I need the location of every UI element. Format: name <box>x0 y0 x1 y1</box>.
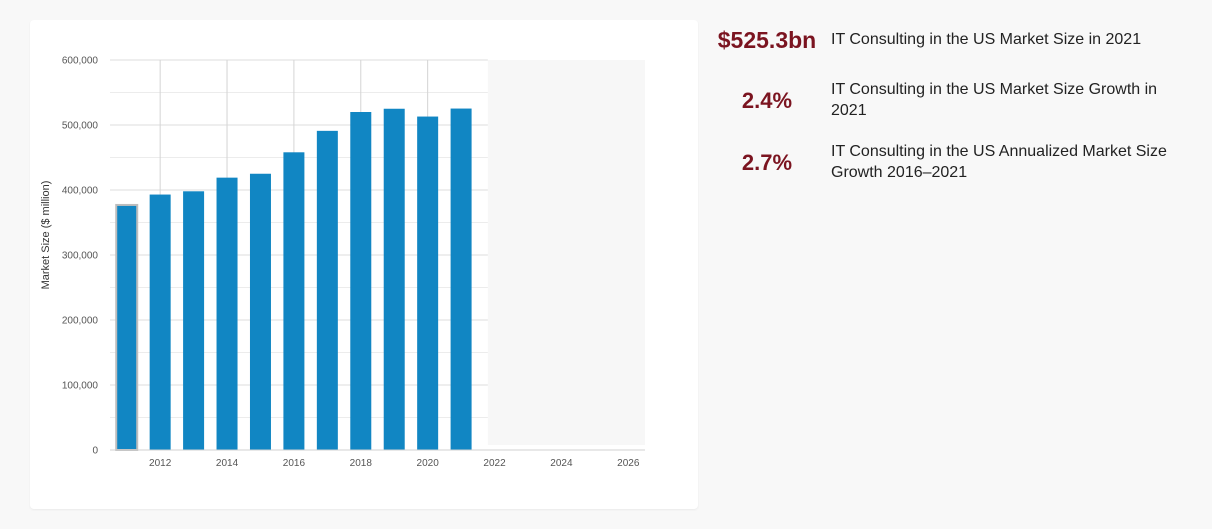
bar-2019 <box>383 108 405 450</box>
bar-2016 <box>283 152 305 451</box>
stat-market-size-label: IT Consulting in the US Market Size in 2… <box>831 31 1142 48</box>
x-tick-label: 2016 <box>283 458 306 469</box>
bar-2015 <box>249 173 271 450</box>
bar-2013 <box>183 191 205 451</box>
y-tick-label: 600,000 <box>62 56 99 67</box>
x-tick-label: 2022 <box>483 458 506 469</box>
y-tick-label: 300,000 <box>62 251 99 262</box>
y-tick-label: 500,000 <box>62 121 99 132</box>
market-size-chart: 0 100,000 200,000 300,000 400,000 500,000 600,… <box>30 20 698 509</box>
y-tick-label: 0 <box>92 446 98 457</box>
forecast-region <box>487 60 645 445</box>
y-tick-label: 200,000 <box>62 316 99 327</box>
bar-2014 <box>216 177 238 450</box>
stat-growth-value: 2.4% <box>741 88 793 113</box>
y-axis-label: Market Size ($ million) <box>40 181 52 290</box>
stat-growth-label: IT Consulting in the US Market Size Grow… <box>831 81 1158 119</box>
bar-2012 <box>149 194 171 450</box>
stat-market-size-value: $525.3bn <box>717 27 817 53</box>
stat-annualized-growth-label: IT Consulting in the US Annualized Marke… <box>831 143 1167 181</box>
bar-2017 <box>316 130 338 450</box>
y-tick-label: 100,000 <box>62 381 99 392</box>
x-tick-label: 2020 <box>417 458 440 469</box>
bar-2018 <box>350 112 372 450</box>
stat-annualized-growth-value: 2.7% <box>741 150 793 175</box>
bar-2020 <box>417 116 439 451</box>
y-tick-label: 400,000 <box>62 186 99 197</box>
x-tick-label: 2024 <box>550 458 573 469</box>
x-tick-label: 2014 <box>216 458 239 469</box>
bar-2021 <box>450 108 472 451</box>
x-tick-label: 2018 <box>350 458 373 469</box>
x-tick-label: 2012 <box>149 458 172 469</box>
bar-2011 <box>115 203 139 451</box>
x-tick-label: 2026 <box>617 458 640 469</box>
chart-svg: 0 100,000 200,000 300,000 400,000 500,000 600,… <box>40 56 645 469</box>
